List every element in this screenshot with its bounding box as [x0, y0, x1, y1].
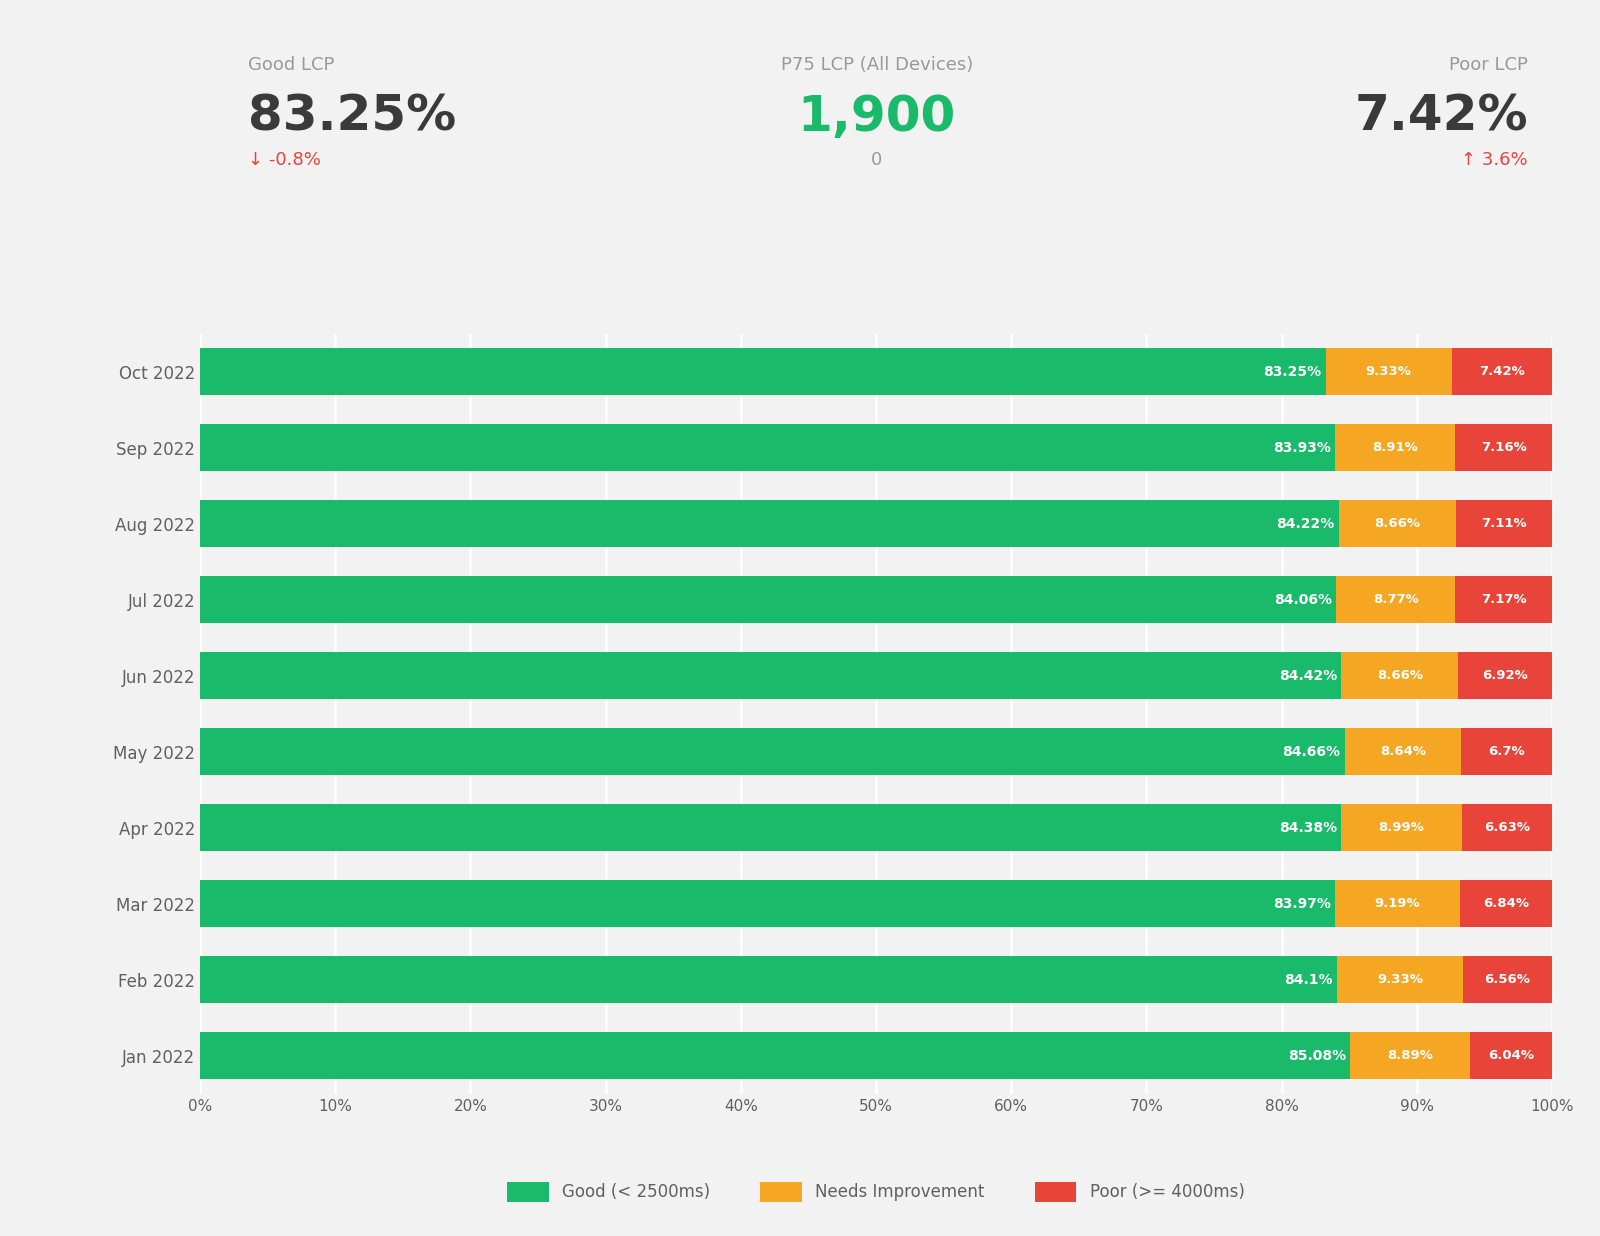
Bar [200, 957, 1338, 1004]
Bar [1336, 880, 1459, 927]
Text: 7.11%: 7.11% [1482, 517, 1526, 530]
Text: 84.06%: 84.06% [1275, 593, 1333, 607]
Bar [1451, 349, 1552, 396]
Text: 6.92%: 6.92% [1482, 669, 1528, 682]
Text: 84.42%: 84.42% [1278, 669, 1338, 682]
Text: 83.25%: 83.25% [248, 93, 456, 141]
Bar [1341, 805, 1462, 852]
Text: 8.64%: 8.64% [1381, 745, 1426, 759]
Bar [1456, 501, 1552, 548]
Bar [200, 1032, 1350, 1079]
Text: 7.42%: 7.42% [1478, 365, 1525, 378]
Text: 8.91%: 8.91% [1373, 441, 1418, 455]
Bar [1454, 576, 1552, 623]
Bar [1339, 501, 1456, 548]
Bar [1454, 424, 1552, 471]
Text: 8.99%: 8.99% [1379, 821, 1424, 834]
Text: P75 LCP (All Devices): P75 LCP (All Devices) [781, 56, 973, 74]
Text: 9.33%: 9.33% [1366, 365, 1411, 378]
Text: 84.1%: 84.1% [1285, 973, 1333, 986]
Bar [200, 653, 1341, 700]
Bar [1462, 957, 1552, 1004]
Text: ↓ -0.8%: ↓ -0.8% [248, 151, 322, 169]
Bar [200, 880, 1336, 927]
Text: 6.04%: 6.04% [1488, 1049, 1534, 1063]
Bar [200, 424, 1334, 471]
Text: 1,900: 1,900 [798, 93, 955, 141]
Bar [1462, 805, 1552, 852]
Text: 8.77%: 8.77% [1373, 593, 1419, 607]
Text: 8.66%: 8.66% [1378, 669, 1422, 682]
Text: 6.7%: 6.7% [1488, 745, 1525, 759]
Text: Good LCP: Good LCP [248, 56, 334, 74]
Text: 85.08%: 85.08% [1288, 1049, 1346, 1063]
Text: 83.25%: 83.25% [1264, 365, 1322, 378]
Text: 84.66%: 84.66% [1283, 745, 1341, 759]
Text: 84.22%: 84.22% [1277, 517, 1334, 530]
Bar [1341, 653, 1459, 700]
Bar [200, 349, 1325, 396]
Bar [200, 576, 1336, 623]
Bar [1325, 349, 1451, 396]
Bar [1338, 957, 1462, 1004]
Text: 9.19%: 9.19% [1374, 897, 1421, 911]
Bar [1461, 728, 1552, 775]
Bar [1459, 880, 1552, 927]
Text: 8.89%: 8.89% [1387, 1049, 1434, 1063]
Text: 83.97%: 83.97% [1274, 897, 1331, 911]
Text: 6.84%: 6.84% [1483, 897, 1528, 911]
Bar [200, 728, 1344, 775]
Bar [1350, 1032, 1470, 1079]
Legend: Good (< 2500ms), Needs Improvement, Poor (>= 4000ms): Good (< 2500ms), Needs Improvement, Poor… [491, 1164, 1261, 1219]
Bar [1459, 653, 1552, 700]
Text: 7.16%: 7.16% [1480, 441, 1526, 455]
Text: 83.93%: 83.93% [1274, 441, 1331, 455]
Bar [200, 805, 1341, 852]
Text: 84.38%: 84.38% [1278, 821, 1336, 834]
Text: 7.17%: 7.17% [1480, 593, 1526, 607]
Bar [1334, 424, 1454, 471]
Text: Poor LCP: Poor LCP [1450, 56, 1528, 74]
Bar [1470, 1032, 1552, 1079]
Text: ↑ 3.6%: ↑ 3.6% [1461, 151, 1528, 169]
Bar [1344, 728, 1461, 775]
Text: 9.33%: 9.33% [1378, 973, 1422, 986]
Text: 6.63%: 6.63% [1485, 821, 1530, 834]
Text: 8.66%: 8.66% [1374, 517, 1421, 530]
Bar [1336, 576, 1454, 623]
Bar [200, 501, 1339, 548]
Text: 6.56%: 6.56% [1485, 973, 1531, 986]
Text: 7.42%: 7.42% [1354, 93, 1528, 141]
Text: 0: 0 [870, 151, 883, 169]
